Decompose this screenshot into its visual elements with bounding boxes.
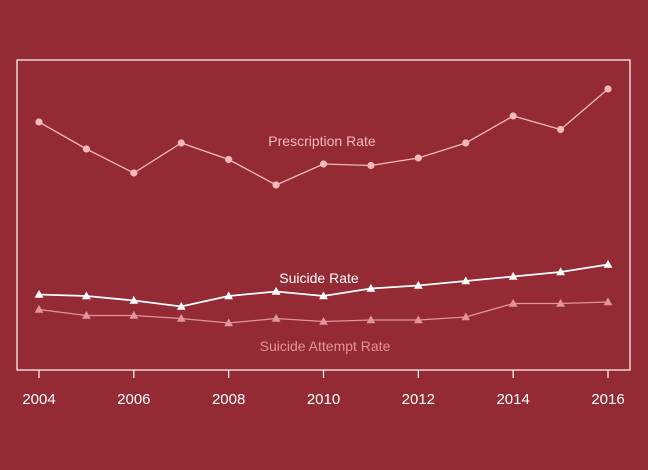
- point-suicide-rate-2007: [176, 301, 186, 310]
- point-prescription-rate-2004: [35, 118, 43, 126]
- point-prescription-rate-2008: [225, 155, 233, 164]
- point-suicide-rate-2015: [556, 267, 565, 276]
- point-prescription-rate-2007: [177, 139, 185, 147]
- point-suicide-attempt-rate-2015: [556, 298, 565, 307]
- point-prescription-rate-2014: [509, 112, 517, 120]
- series-suicide-attempt-rate: [34, 297, 613, 327]
- point-suicide-attempt-rate-2008: [224, 318, 233, 327]
- point-prescription-rate-2015: [556, 125, 565, 134]
- point-suicide-rate-2009: [271, 286, 281, 295]
- point-suicide-attempt-rate-2012: [414, 315, 423, 324]
- point-suicide-rate-2014: [508, 271, 518, 280]
- point-suicide-attempt-rate-2005: [82, 310, 91, 319]
- x-axis: 2004 2006 2008 2010 2012 2014 2016: [22, 370, 625, 408]
- point-suicide-rate-2013: [461, 276, 471, 285]
- point-suicide-attempt-rate-2013: [461, 312, 471, 321]
- x-tick-label-2012: 2012: [402, 391, 435, 408]
- point-suicide-rate-2004: [34, 289, 44, 298]
- series-label-suicide-attempt-rate: Suicide Attempt Rate: [260, 338, 391, 354]
- point-suicide-attempt-rate-2014: [508, 298, 518, 307]
- series-label-prescription-rate: Prescription Rate: [268, 133, 376, 149]
- point-suicide-rate-2008: [224, 291, 233, 300]
- point-prescription-rate-2010: [319, 160, 328, 168]
- series-label-suicide-rate: Suicide Rate: [279, 270, 359, 286]
- point-suicide-rate-2006: [129, 295, 139, 304]
- series-suicide-rate: [34, 259, 613, 310]
- x-tick-label-2004: 2004: [22, 391, 55, 408]
- point-suicide-attempt-rate-2010: [319, 316, 328, 325]
- point-prescription-rate-2011: [367, 161, 375, 170]
- point-suicide-attempt-rate-2016: [603, 297, 613, 306]
- x-tick-label-2014: 2014: [496, 391, 529, 408]
- point-suicide-rate-2012: [414, 280, 423, 289]
- point-suicide-attempt-rate-2006: [129, 310, 139, 319]
- point-suicide-rate-2016: [603, 259, 613, 268]
- point-suicide-rate-2011: [366, 283, 376, 292]
- x-tick-label-2010: 2010: [307, 391, 340, 408]
- x-tick-label-2006: 2006: [117, 391, 150, 408]
- point-prescription-rate-2013: [462, 139, 470, 147]
- point-suicide-attempt-rate-2011: [366, 315, 376, 324]
- point-prescription-rate-2016: [604, 85, 612, 93]
- x-tick-label-2016: 2016: [591, 391, 624, 408]
- point-suicide-attempt-rate-2004: [34, 304, 44, 313]
- point-prescription-rate-2012: [414, 154, 422, 162]
- series-layer: [34, 85, 613, 327]
- series-prescription-rate: [35, 85, 612, 189]
- point-prescription-rate-2006: [130, 169, 138, 177]
- point-prescription-rate-2005: [82, 145, 91, 153]
- x-tick-label-2008: 2008: [212, 391, 245, 408]
- point-suicide-attempt-rate-2007: [176, 313, 186, 322]
- point-suicide-rate-2005: [82, 291, 91, 300]
- point-suicide-attempt-rate-2009: [271, 313, 281, 322]
- point-prescription-rate-2009: [272, 181, 280, 189]
- point-suicide-rate-2010: [319, 291, 328, 300]
- series-labels: Prescription Rate Suicide Rate Suicide A…: [260, 133, 391, 354]
